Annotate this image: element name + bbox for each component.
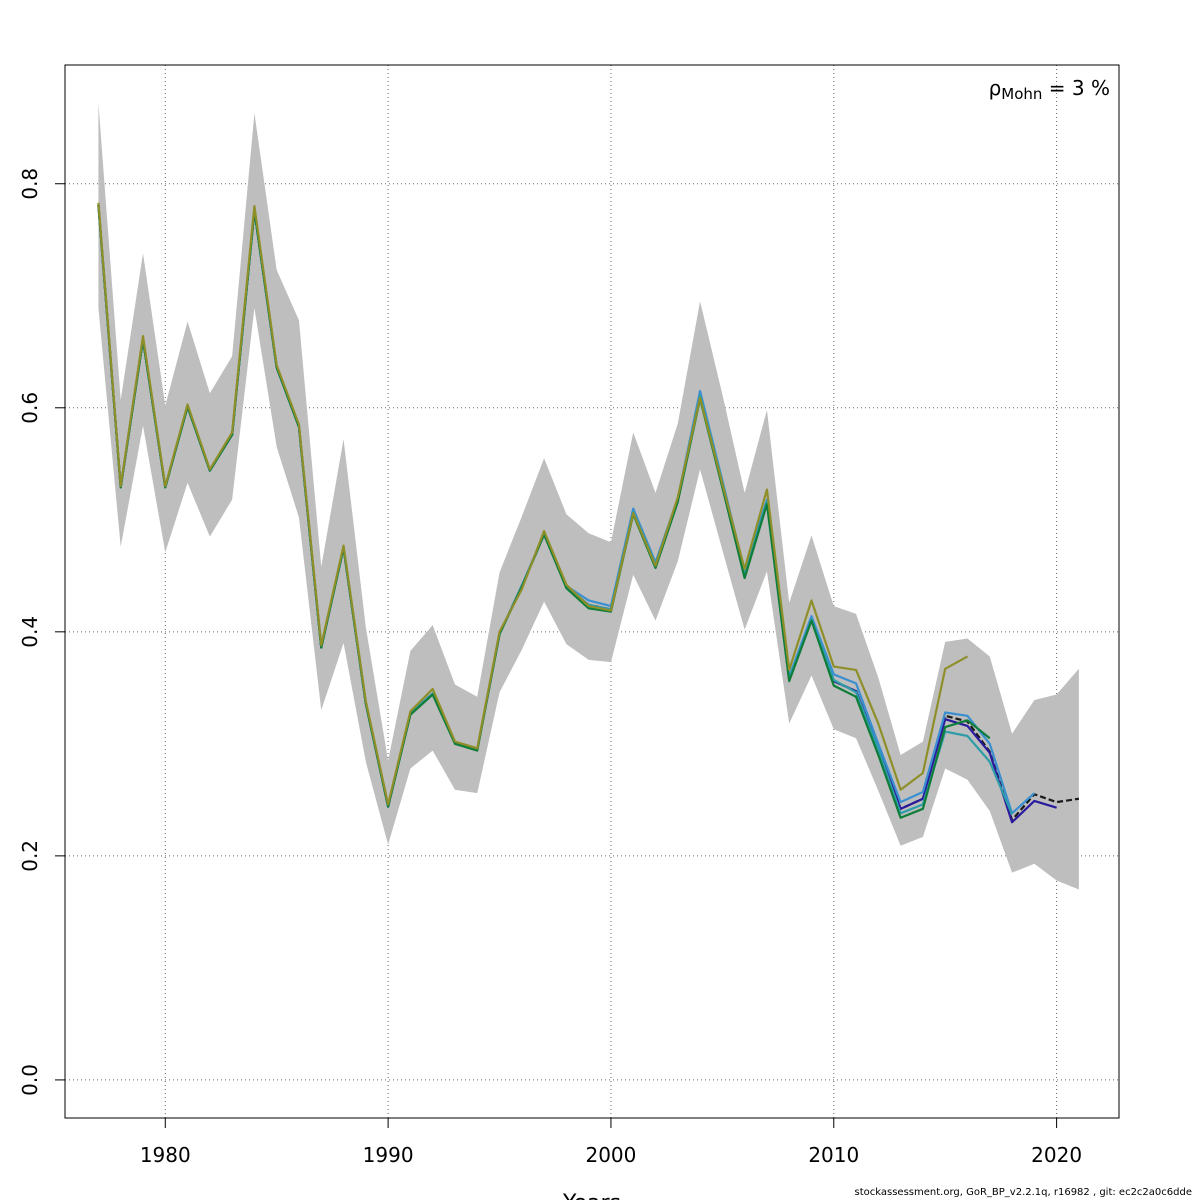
plot-frame (64, 64, 1120, 1119)
y-tick-label: 0.0 (18, 1064, 42, 1096)
y-tick-label: 0.2 (18, 840, 42, 872)
y-tick-label: 0.8 (18, 168, 42, 200)
x-tick-label: 2020 (1031, 1143, 1082, 1167)
x-tick-label: 2000 (585, 1143, 636, 1167)
axis-layer: 1980 1990 2000 2010 2020 0.0 0.2 0.4 0.6 0.8 (18, 168, 1082, 1167)
y-tick-label: 0.4 (18, 616, 42, 648)
series-line-6 (97, 202, 969, 806)
mohn-rho-value: = 3 % (1042, 76, 1110, 100)
x-tick-label: 1980 (140, 1143, 191, 1167)
x-tick-label: 2010 (808, 1143, 859, 1167)
series-layer (97, 202, 1080, 824)
mohn-rho-subscript: Mohn (1001, 85, 1042, 103)
mohn-rho-annotation: ρMohn = 3 % (989, 76, 1110, 103)
x-tick-label: 1990 (363, 1143, 414, 1167)
mohn-rho-symbol: ρ (989, 76, 1002, 100)
confidence-band (98, 103, 1079, 890)
y-tick-label: 0.6 (18, 392, 42, 424)
confidence-band-layer (98, 103, 1079, 890)
footer-credit: stockassessment.org, GoR_BP_v2.2.1q, r16… (854, 1187, 1192, 1198)
x-axis-label: Years (562, 1191, 621, 1200)
